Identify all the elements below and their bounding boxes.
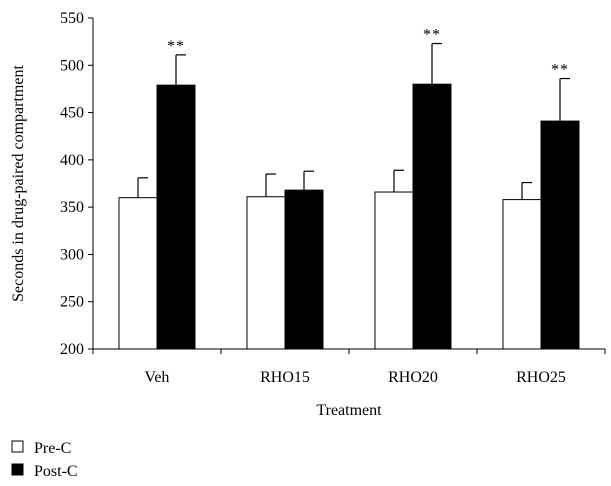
x-axis-title: Treatment (316, 402, 382, 419)
bar-post-c-rho25 (540, 120, 580, 350)
y-tick-label: 550 (60, 10, 84, 27)
bar-pre-c-rho25 (502, 199, 542, 350)
y-tick-label: 400 (60, 152, 84, 169)
bar-pre-c-rho20 (374, 191, 414, 350)
significance-stars: ** (423, 27, 441, 44)
bar-post-c-rho15 (284, 189, 324, 350)
legend-label-post-c: Post-C (34, 463, 78, 480)
y-tick-label: 250 (60, 294, 84, 311)
legend: Pre-C Post-C (11, 440, 78, 480)
x-tick-label: RHO15 (260, 369, 310, 386)
significance-stars: ** (551, 62, 569, 79)
bar-pre-c-veh (118, 197, 158, 350)
y-tick-label: 350 (60, 199, 84, 216)
x-tick-label: Veh (145, 369, 170, 386)
y-tick-label: 200 (60, 341, 84, 358)
significance-stars: ** (167, 38, 185, 55)
y-tick-label: 300 (60, 246, 84, 263)
legend-label-pre-c: Pre-C (34, 440, 71, 457)
x-tick-label: RHO20 (388, 369, 438, 386)
bar-post-c-veh (156, 84, 196, 350)
y-axis-title: Seconds in drug-paired compartment (10, 65, 27, 302)
x-tick-label: RHO25 (516, 369, 566, 386)
y-tick-label: 500 (60, 57, 84, 74)
bars (118, 42, 580, 350)
legend-swatch-post-c (11, 463, 24, 476)
labels: 200 250 300 350 400 450 500 550 Veh RHO15 RHO20 RHO… (10, 10, 569, 419)
bar-pre-c-rho15 (246, 196, 286, 350)
bar-post-c-rho20 (412, 83, 452, 350)
y-tick-label: 450 (60, 105, 84, 122)
legend-swatch-pre-c (11, 440, 24, 453)
